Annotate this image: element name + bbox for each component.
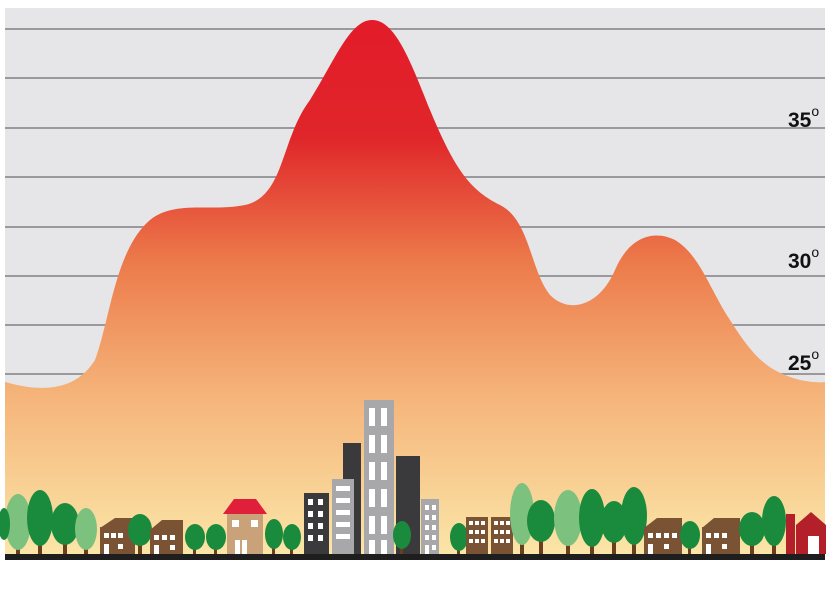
building-icon bbox=[491, 517, 513, 554]
tree-icon bbox=[554, 490, 582, 546]
tree-icon bbox=[75, 508, 97, 550]
building-icon bbox=[466, 517, 488, 554]
temperature-labels: 35o 30o 25o bbox=[788, 103, 819, 375]
tree-icon bbox=[206, 524, 226, 550]
tree-icon bbox=[185, 524, 205, 550]
rural-trees-left bbox=[0, 490, 97, 554]
temp-label-30: 30o bbox=[788, 244, 819, 273]
suburban-houses-left bbox=[100, 514, 226, 554]
tree-icon bbox=[450, 523, 468, 551]
tree-icon bbox=[5, 494, 31, 550]
tree-icon bbox=[51, 503, 79, 545]
city-center-buildings bbox=[304, 400, 439, 554]
tree-icon bbox=[510, 483, 534, 545]
red-roof-house bbox=[223, 499, 301, 554]
tree-icon bbox=[393, 521, 411, 549]
building-icon bbox=[304, 493, 329, 554]
tree-icon bbox=[27, 490, 53, 546]
tree-icon bbox=[265, 519, 283, 549]
building-icon bbox=[364, 400, 394, 554]
silo-icon bbox=[786, 514, 795, 554]
temp-label-25: 25o bbox=[788, 346, 819, 375]
tree-icon bbox=[579, 489, 605, 547]
suburban-right bbox=[450, 483, 826, 554]
tree-icon bbox=[527, 500, 555, 542]
tree-icon bbox=[739, 512, 765, 546]
tree-icon bbox=[0, 508, 10, 540]
roof bbox=[223, 499, 267, 514]
tree-icon bbox=[680, 521, 700, 549]
tree-icon bbox=[128, 514, 152, 546]
tree-icon bbox=[601, 501, 627, 543]
building-icon bbox=[421, 499, 439, 554]
heat-profile-area bbox=[5, 20, 825, 556]
temp-label-35: 35o bbox=[788, 103, 819, 132]
tree-icon bbox=[621, 487, 647, 545]
tree-icon bbox=[283, 524, 301, 550]
tree-icon bbox=[762, 496, 786, 546]
ground-line bbox=[5, 554, 825, 560]
